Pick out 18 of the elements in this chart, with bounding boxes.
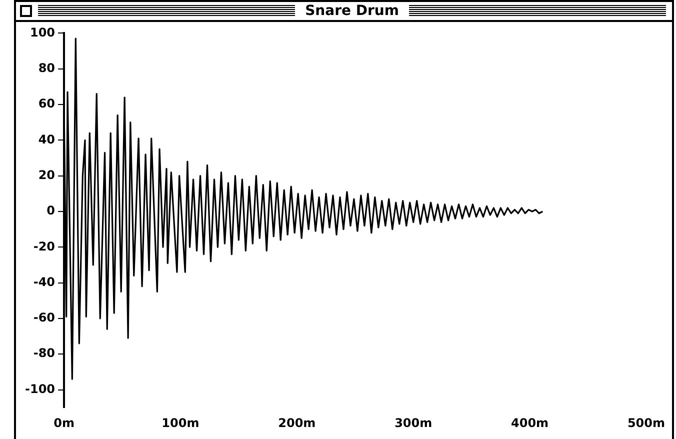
y-tick-label: 60 <box>38 96 56 111</box>
y-tick-label: -60 <box>33 310 56 325</box>
x-tick-label: 500m <box>627 416 666 430</box>
y-tick-label: 100 <box>30 25 56 40</box>
y-tick-label: 80 <box>38 60 56 75</box>
y-tick-label: -40 <box>33 274 56 289</box>
y-tick-label: 40 <box>38 132 56 146</box>
x-tick-label: 100m <box>162 416 200 430</box>
x-tick-label: 0m <box>54 416 74 430</box>
x-tick-label: 300m <box>394 416 432 430</box>
y-tick-label: 0 <box>46 204 56 218</box>
x-tick-label: 400m <box>511 416 549 430</box>
chart-title: Snare Drum <box>304 3 400 19</box>
x-tick-label: 200m <box>278 416 316 430</box>
y-tick-label: 20 <box>38 168 56 182</box>
y-tick-label: -20 <box>33 239 56 254</box>
y-tick-label: -80 <box>33 346 56 360</box>
y-tick-label: -100 <box>25 382 56 396</box>
